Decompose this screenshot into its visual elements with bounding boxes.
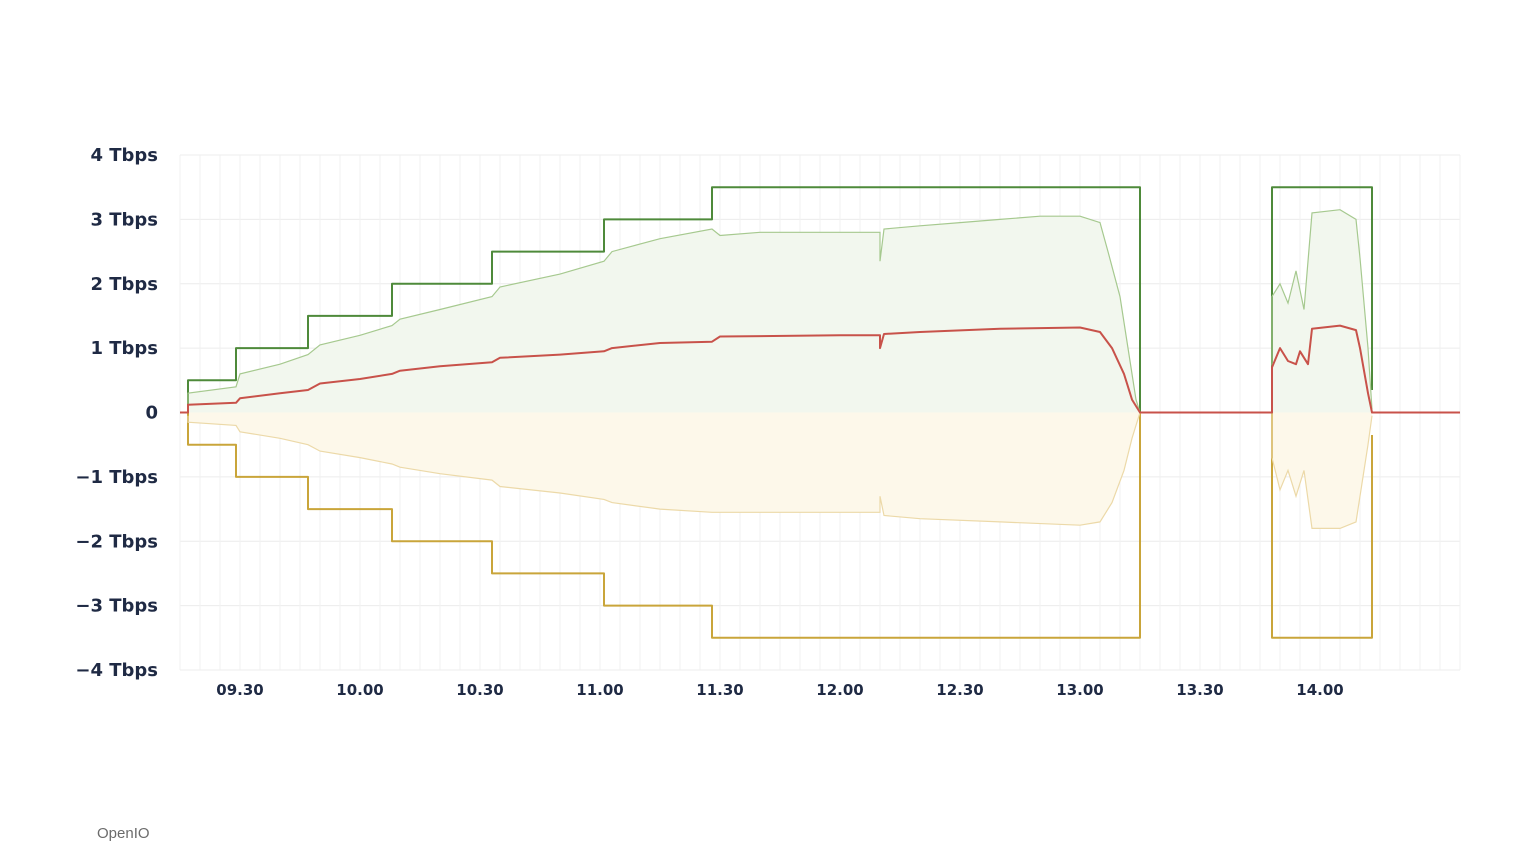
y-tick-label-6: −2 Tbps bbox=[75, 531, 158, 552]
x-tick-label-6: 12.30 bbox=[936, 681, 983, 699]
x-tick-label-8: 13.30 bbox=[1176, 681, 1223, 699]
y-tick-label-5: −1 Tbps bbox=[75, 467, 158, 488]
x-tick-label-7: 13.00 bbox=[1056, 681, 1103, 699]
x-tick-label-0: 09.30 bbox=[216, 681, 263, 699]
y-tick-label-0: 4 Tbps bbox=[90, 145, 158, 166]
y-axis-ticks: 4 Tbps 3 Tbps 2 Tbps 1 Tbps 0 −1 Tbps −2 Tbps −… bbox=[75, 145, 158, 681]
series-area-2 bbox=[188, 209, 1372, 413]
watermark-text: OpenIO bbox=[97, 825, 150, 842]
series-line-4 bbox=[180, 324, 1460, 414]
chart-lines bbox=[180, 186, 1460, 639]
chart-areas bbox=[188, 209, 1372, 529]
x-tick-label-9: 14.00 bbox=[1296, 681, 1343, 699]
x-tick-label-3: 11.00 bbox=[576, 681, 623, 699]
series-outline-2 bbox=[187, 209, 1373, 414]
y-tick-label-1: 3 Tbps bbox=[90, 209, 158, 230]
series-outline-3 bbox=[187, 411, 1373, 529]
x-tick-label-5: 12.00 bbox=[816, 681, 863, 699]
y-tick-label-2: 2 Tbps bbox=[90, 274, 158, 295]
x-axis-ticks: 09.30 10.00 10.30 11.00 11.30 12.00 12.30 13.00… bbox=[216, 681, 1343, 699]
series-area-3 bbox=[188, 412, 1372, 529]
x-tick-label-1: 10.00 bbox=[336, 681, 383, 699]
x-tick-label-2: 10.30 bbox=[456, 681, 503, 699]
y-tick-label-3: 1 Tbps bbox=[90, 338, 158, 359]
y-tick-label-8: −4 Tbps bbox=[75, 660, 158, 681]
y-tick-label-7: −3 Tbps bbox=[75, 596, 158, 617]
x-tick-label-4: 11.30 bbox=[696, 681, 743, 699]
y-tick-label-4: 0 bbox=[145, 403, 158, 424]
